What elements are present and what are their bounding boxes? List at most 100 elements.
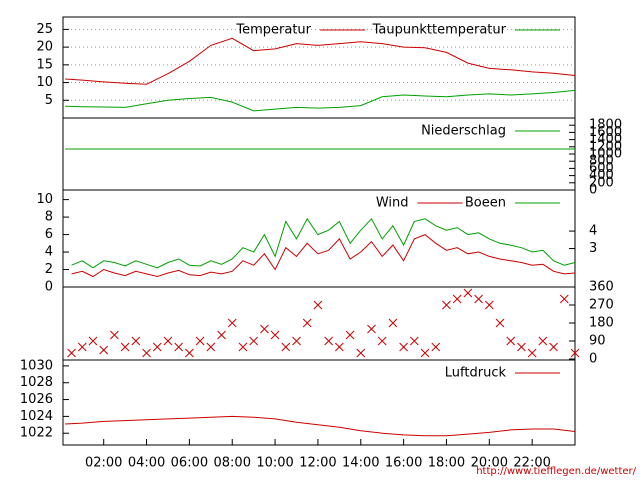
y-tick-label: 6 — [45, 227, 53, 242]
y2-tick-label: 1000 — [589, 147, 622, 162]
point — [185, 348, 194, 358]
point — [313, 300, 323, 310]
point — [345, 330, 355, 340]
point — [88, 336, 98, 346]
point — [420, 348, 430, 358]
point — [324, 336, 333, 346]
point — [99, 345, 109, 355]
series-line — [65, 415, 576, 437]
y2-tick-label: 1600 — [589, 125, 622, 140]
point — [431, 342, 441, 352]
point — [174, 342, 184, 352]
y2-tick-label: 270 — [589, 298, 614, 313]
point — [249, 336, 259, 346]
point — [238, 342, 248, 352]
y2-tick-label: 400 — [589, 168, 614, 183]
y-tick-label: 1024 — [20, 409, 53, 424]
point — [77, 342, 87, 352]
point — [142, 348, 151, 358]
series-line — [65, 89, 576, 112]
y2-tick-label: 90 — [589, 334, 606, 349]
y2-tick-label: 1800 — [589, 118, 622, 133]
y-tick-label: 0 — [45, 280, 53, 295]
point — [120, 342, 130, 352]
point — [152, 342, 162, 352]
y-tick-label: 4 — [45, 245, 53, 260]
point — [206, 342, 216, 352]
y-tick-label: 1026 — [20, 392, 53, 407]
y-tick-label: 8 — [45, 210, 53, 225]
legend-label: Luftdruck — [445, 366, 507, 381]
footer-link: http://www.tiefflegen.de/wetter/ — [476, 466, 636, 477]
point — [163, 336, 173, 346]
y-tick-label: 1022 — [20, 426, 53, 441]
point — [281, 342, 291, 352]
point — [292, 336, 301, 346]
point — [527, 348, 537, 358]
legend-label: Temperatur — [235, 23, 311, 38]
point — [110, 330, 119, 340]
point — [484, 300, 494, 310]
y-tick-label: 2 — [45, 262, 53, 277]
x-tick-label: 10:00 — [256, 456, 293, 471]
panel-frame — [62, 359, 576, 446]
series-line — [71, 217, 576, 269]
point — [227, 318, 237, 328]
point — [270, 330, 280, 340]
legend-label: Niederschlag — [421, 124, 506, 139]
y-tick-label: 5 — [45, 93, 53, 108]
point — [131, 336, 141, 346]
point — [67, 348, 76, 358]
x-tick-label: 14:00 — [342, 456, 379, 471]
point — [409, 336, 419, 346]
point — [474, 294, 483, 304]
x-tick-label: 16:00 — [385, 456, 422, 471]
y-tick-label: 20 — [36, 40, 53, 55]
point — [195, 336, 205, 346]
x-tick-label: 04:00 — [128, 456, 165, 471]
point — [388, 318, 398, 328]
point — [377, 336, 387, 346]
legend-label: Boeen — [465, 196, 506, 211]
x-tick-label: 02:00 — [85, 456, 122, 471]
x-tick-label: 22:00 — [513, 456, 550, 471]
point — [260, 324, 269, 334]
y2-tick-label: 1400 — [589, 132, 622, 147]
point — [217, 330, 226, 340]
y2-tick-label: 0 — [589, 183, 597, 198]
y2-tick-label: 3 — [589, 241, 597, 256]
series-line — [71, 234, 576, 278]
point — [570, 348, 580, 358]
series-line — [65, 37, 576, 85]
point — [302, 318, 312, 328]
y2-tick-label: 4 — [589, 224, 597, 239]
y2-tick-label: 360 — [589, 280, 614, 295]
x-tick-label: 06:00 — [171, 456, 208, 471]
point — [495, 318, 505, 328]
y2-tick-label: 180 — [589, 316, 614, 331]
y2-tick-label: 800 — [589, 154, 614, 169]
point — [334, 342, 344, 352]
y-tick-label: 25 — [36, 22, 53, 37]
point — [442, 300, 451, 310]
x-tick-label: 12:00 — [299, 456, 336, 471]
legend-label: Taupunkttemperatur — [372, 23, 507, 38]
y-tick-label: 10 — [36, 192, 53, 207]
point — [452, 294, 462, 304]
y-tick-label: 1028 — [20, 375, 53, 390]
y2-tick-label: 1200 — [589, 139, 622, 154]
point — [463, 288, 473, 298]
x-tick-label: 18:00 — [428, 456, 465, 471]
point — [506, 336, 516, 346]
point — [356, 348, 366, 358]
point — [559, 294, 569, 304]
point — [517, 342, 526, 352]
y2-tick-label: 200 — [589, 175, 614, 190]
x-tick-label: 20:00 — [471, 456, 508, 471]
point — [549, 342, 558, 352]
y-tick-label: 1030 — [20, 358, 53, 373]
point — [367, 324, 376, 334]
point — [399, 342, 408, 352]
